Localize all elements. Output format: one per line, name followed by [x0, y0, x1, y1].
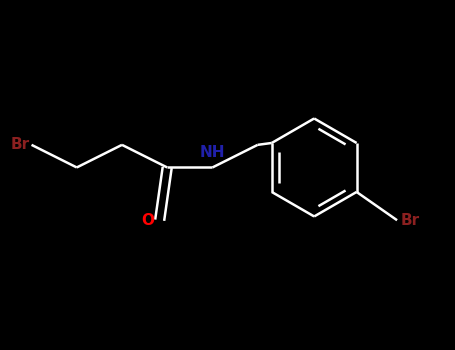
Text: Br: Br — [10, 137, 30, 152]
Text: Br: Br — [401, 213, 420, 228]
Text: O: O — [141, 213, 154, 228]
Text: NH: NH — [200, 145, 225, 160]
